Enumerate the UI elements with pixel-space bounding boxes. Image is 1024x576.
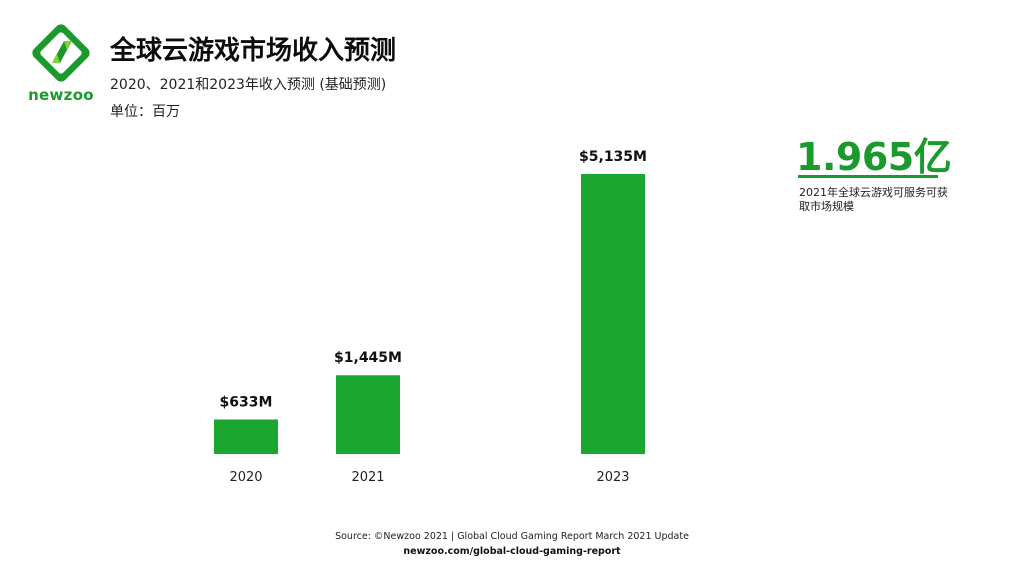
brand-name: newzoo — [28, 86, 94, 104]
callout-divider — [798, 175, 938, 178]
x-tick-2021: 2021 — [351, 470, 384, 485]
unit-label: 单位：百万 — [110, 104, 180, 120]
callout-number: 1.965亿 — [796, 135, 952, 179]
page-title: 全球云游戏市场收入预测 — [110, 36, 397, 66]
callout-description: 2021年全球云游戏可服务可获取市场规模 — [799, 186, 948, 213]
bar-2023 — [581, 174, 645, 454]
newzoo-logo-icon — [32, 24, 90, 82]
source-note: Source: ©Newzoo 2021 | Global Cloud Gami… — [335, 531, 689, 542]
data-label-2020: $633M — [220, 394, 273, 410]
data-label-2021: $1,445M — [334, 350, 402, 366]
report-link[interactable]: newzoo.com/global-cloud-gaming-report — [403, 546, 621, 557]
data-label-2023: $5,135M — [579, 149, 647, 165]
newzoo-logo: newzoo — [26, 22, 96, 112]
page-subtitle: 2020、2021和2023年收入预测 (基础预测) — [110, 77, 387, 93]
bar-2020 — [214, 419, 278, 454]
x-tick-2023: 2023 — [596, 470, 629, 485]
bar-2021 — [336, 375, 400, 454]
x-tick-2020: 2020 — [229, 470, 262, 485]
